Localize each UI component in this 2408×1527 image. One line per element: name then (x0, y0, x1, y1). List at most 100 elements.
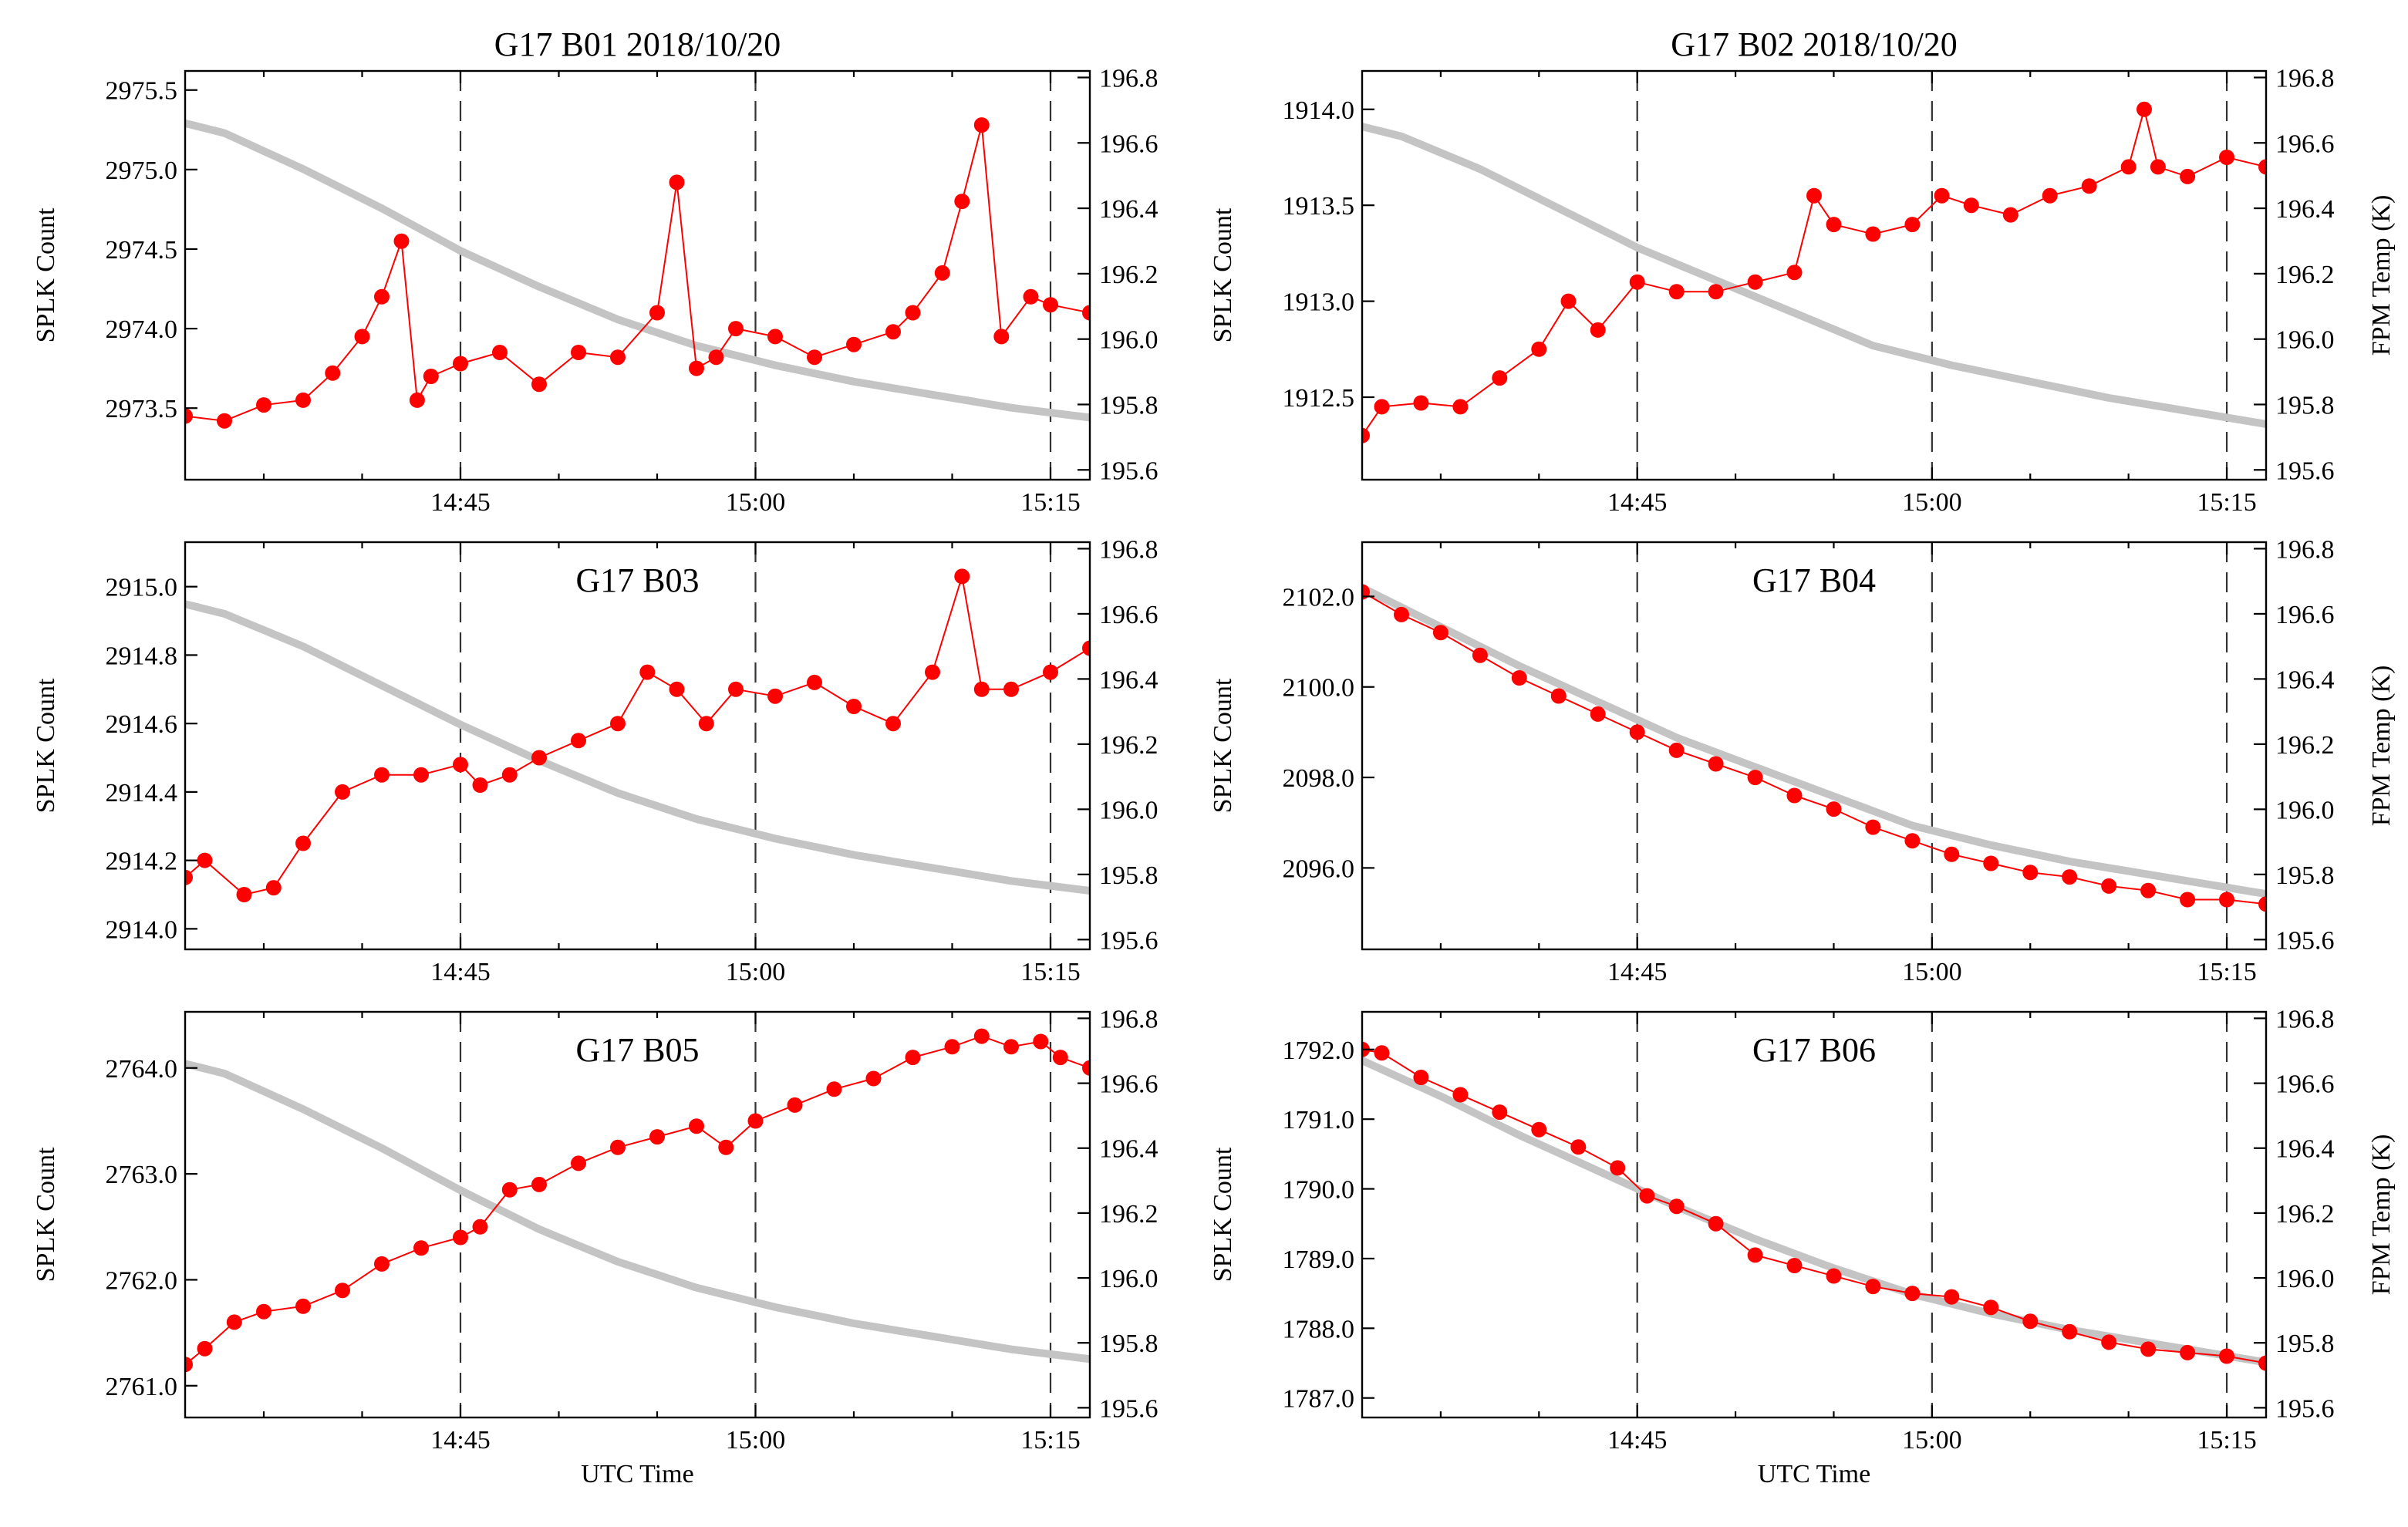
splk-count-point (265, 880, 282, 896)
splk-count-point (1826, 217, 1842, 233)
panel-title: G17 B03 (575, 561, 699, 599)
plot-area (1362, 1012, 2266, 1417)
splk-count-point (925, 664, 940, 680)
splk-count-point (1590, 322, 1606, 338)
splk-count-point (2258, 1355, 2266, 1371)
splk-count-point (807, 349, 822, 366)
splk-count-point (639, 664, 656, 680)
splk-count-point (2180, 168, 2196, 184)
splk-count-line (185, 575, 1090, 895)
y-tick-label: 2761.0 (106, 1373, 178, 1401)
y2-tick-label: 196.4 (1099, 666, 1158, 694)
x-tick-label: 15:15 (2197, 1426, 2256, 1455)
y2-tick-label: 196.6 (1099, 601, 1158, 629)
splk-count-point (1492, 1104, 1508, 1121)
splk-count-point (1570, 1139, 1587, 1155)
splk-count-point (1374, 1045, 1390, 1061)
splk-count-point (1043, 297, 1058, 313)
splk-count-point (2219, 150, 2234, 165)
splk-count-point (295, 835, 311, 851)
splk-count-point (2120, 159, 2137, 175)
y-tick-label: 2975.0 (106, 157, 178, 185)
x-tick-label: 14:45 (1607, 1426, 1667, 1455)
y2-tick-label: 195.6 (1099, 457, 1158, 485)
x-tick-label: 15:15 (1020, 488, 1080, 517)
plot-area (185, 542, 1090, 949)
y2-tick-label: 195.8 (2275, 861, 2335, 890)
panel-title: G17 B02 2018/10/20 (1671, 25, 1958, 63)
y-tick-label: 2102.0 (1283, 583, 1355, 612)
axes-frame (1361, 541, 2268, 951)
splk-count-point (1492, 370, 1508, 386)
splk-count-point (1668, 742, 1685, 758)
splk-count-point (531, 1176, 547, 1192)
splk-count-point (236, 887, 252, 902)
splk-count-point (423, 369, 439, 384)
y-tick-label: 2914.2 (106, 848, 178, 876)
splk-count-point (1629, 724, 1645, 740)
splk-count-point (1452, 1087, 1469, 1103)
splk-count-point (1668, 284, 1685, 300)
splk-count-point (610, 716, 626, 732)
splk-count-point (1560, 293, 1577, 309)
y-axis-label: SPLK Count (1209, 678, 1237, 813)
splk-count-point (335, 784, 350, 800)
splk-count-point (256, 397, 271, 413)
splk-count-point (393, 233, 410, 249)
splk-count-point (826, 1081, 842, 1097)
x-tick-label: 15:00 (726, 1426, 785, 1455)
splk-count-point (374, 1256, 390, 1272)
splk-count-point (1983, 1299, 1999, 1316)
y2-tick-label: 196.0 (2275, 1265, 2335, 1293)
y-axis-label: SPLK Count (1209, 1147, 1237, 1282)
splk-count-point (2101, 878, 2117, 894)
axes-frame (184, 541, 1091, 951)
splk-count-point (374, 767, 390, 783)
splk-count-point (354, 329, 370, 345)
panel-b05: 14:45 15:00 15:15 2761.0 2762.0 2763.0 2764.0 1… (32, 1005, 1158, 1488)
splk-count-point (767, 688, 783, 704)
plot-area (1362, 71, 2266, 480)
splk-count-point (1082, 305, 1090, 321)
splk-count-point (2219, 1348, 2234, 1364)
splk-count-point (1082, 640, 1090, 656)
x-tick-label: 15:15 (1020, 1426, 1080, 1455)
y2-tick-label: 196.0 (2275, 326, 2335, 355)
splk-count-point (2137, 101, 2152, 117)
fpm-temp-line (185, 119, 1090, 422)
y-axis-label: SPLK Count (1209, 207, 1237, 342)
splk-count-point (197, 852, 213, 868)
y-tick-label: 1791.0 (1283, 1106, 1355, 1134)
splk-count-point (905, 1050, 921, 1066)
fpm-temp-line (1362, 123, 2266, 428)
axes-frame (1361, 1010, 2268, 1419)
y-axis-label: SPLK Count (32, 207, 60, 342)
splk-count-point (2062, 1323, 2078, 1340)
y2-tick-label: 196.6 (1099, 1070, 1158, 1099)
panel-title: G17 B06 (1752, 1031, 1876, 1069)
splk-count-point (1394, 606, 1409, 622)
panel-title: G17 B04 (1752, 561, 1876, 599)
splk-count-point (1786, 265, 1803, 281)
splk-count-point (1639, 1188, 1655, 1204)
splk-count-point (1033, 1033, 1049, 1050)
x-tick-label: 14:45 (430, 1426, 490, 1455)
y2-axis-label: FPM Temp (K) (2367, 1134, 2396, 1296)
splk-count-point (197, 1340, 213, 1357)
y2-tick-label: 195.8 (1099, 1330, 1158, 1358)
splk-count-point (1052, 1050, 1068, 1066)
splk-count-point (1413, 1070, 1429, 1085)
splk-count-point (1865, 226, 1881, 242)
splk-count-point (905, 305, 921, 321)
x-tick-label: 15:00 (1902, 958, 1961, 986)
y2-tick-label: 196.2 (2275, 1200, 2335, 1229)
y2-tick-label: 196.0 (1099, 796, 1158, 824)
splk-count-point (1531, 1121, 1547, 1138)
x-tick-label: 15:00 (1902, 1426, 1961, 1455)
splk-count-point (472, 1219, 488, 1235)
axes-frame (1361, 69, 2268, 481)
splk-count-point (1531, 341, 1547, 357)
splk-count-point (413, 767, 429, 783)
y-tick-label: 2100.0 (1283, 674, 1355, 703)
splk-count-point (1904, 833, 1921, 849)
